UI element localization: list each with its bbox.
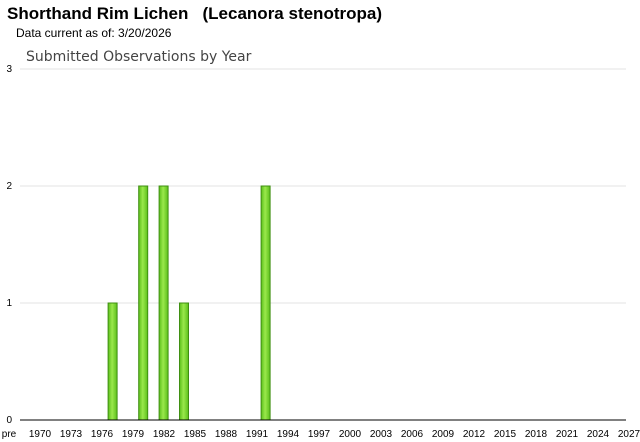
x-tick-label: 2021 (556, 429, 579, 440)
x-tick-label: 2000 (339, 429, 362, 440)
x-tick-label: 2024 (587, 429, 610, 440)
bar-1978[interactable] (107, 302, 118, 421)
species-scientific-name: (Lecanora stenotropa) (202, 4, 382, 23)
page-title: Shorthand Rim Lichen (Lecanora stenotrop… (7, 4, 382, 24)
x-tick-label: 1997 (308, 429, 331, 440)
data-current-date: Data current as of: 3/20/2026 (16, 26, 172, 40)
bar-1985[interactable] (179, 302, 189, 421)
x-tick-label: 1985 (184, 429, 207, 440)
x-tick-label: 1982 (153, 429, 176, 440)
x-tick-label: 2009 (432, 429, 455, 440)
x-tick-label: 1991 (246, 429, 269, 440)
y-tick-label: 1 (6, 298, 12, 309)
chart-title: Submitted Observations by Year (26, 49, 252, 65)
y-tick-label: 3 (6, 64, 12, 75)
bar-1981[interactable] (138, 185, 149, 421)
bar-1983[interactable] (158, 185, 169, 421)
x-tick-label: 2027 (618, 429, 640, 440)
x-tick-label: 1988 (215, 429, 238, 440)
x-tick-label: 1994 (277, 429, 300, 440)
species-common-name: Shorthand Rim Lichen (7, 4, 189, 23)
x-tick-label: 1970 (29, 429, 52, 440)
grid-lines (20, 68, 626, 304)
y-tick-label: 0 (6, 415, 12, 426)
y-tick-label: 2 (6, 181, 12, 192)
bar-1993[interactable] (260, 185, 271, 421)
x-tick-label: 2003 (370, 429, 393, 440)
x-tick-label: 1976 (91, 429, 114, 440)
x-tick-label: 1979 (122, 429, 145, 440)
x-tick-label: 2012 (463, 429, 486, 440)
x-tick-label: 2006 (401, 429, 424, 440)
x-tick-label: pre (2, 429, 17, 440)
x-axis-ticks: pre 1970 1973 1976 1979 1982 1985 1988 1991 1994 1… (2, 429, 640, 440)
x-tick-label: 1973 (60, 429, 83, 440)
y-axis-ticks: 0 1 2 3 (6, 64, 12, 426)
x-tick-label: 2015 (494, 429, 517, 440)
x-tick-label: 2018 (525, 429, 548, 440)
